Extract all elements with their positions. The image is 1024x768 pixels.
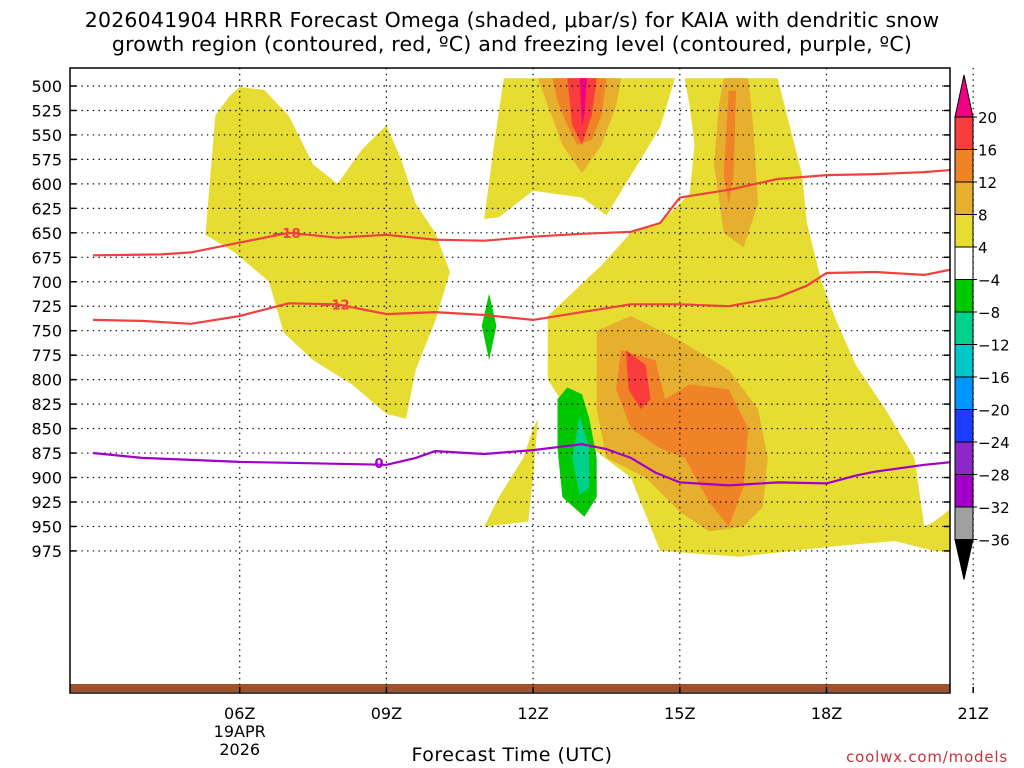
colorbar-label-12: −32 (978, 499, 1010, 517)
y-tick-label-950: 950 (31, 517, 62, 536)
colorbar-label-3: 8 (978, 207, 988, 225)
x-axis-title: Forecast Time (UTC) (411, 744, 613, 766)
x-tick-label-15Z: 15Z (664, 704, 695, 723)
colorbar-segment-4 (954, 246, 974, 280)
colorbar-segment-5 (954, 279, 974, 313)
colorbar-bottom-arrow (954, 539, 974, 580)
y-tick-label-825: 825 (31, 395, 62, 414)
colorbar-segment-6 (954, 311, 974, 345)
y-tick-label-675: 675 (31, 248, 62, 267)
grid-layer (70, 68, 974, 693)
y-tick-label-550: 550 (31, 126, 62, 145)
chart-title-line2: growth region (contoured, red, ºC) and f… (111, 32, 913, 56)
x-tick-label-21Z: 21Z (958, 704, 989, 723)
y-tick-label-500: 500 (31, 77, 62, 96)
y-tick-label-850: 850 (31, 420, 62, 439)
contour-dendritic-bottom-minus12 (92, 268, 950, 325)
x-tick-date: 19APR (214, 722, 266, 741)
ground-layer (70, 684, 950, 692)
contour-dendritic-top-minus18 (92, 168, 950, 257)
omega-neg4-small (481, 293, 497, 361)
y-axis: 500 525 550 575 600 625 650 675 700 725 750 775 800 8… (31, 77, 950, 561)
colorbar-top-arrow (954, 74, 974, 118)
colorbar-segment-1 (954, 149, 974, 183)
x-tick-label-09Z: 09Z (371, 704, 402, 723)
y-tick-label-750: 750 (31, 322, 62, 341)
y-tick-label-600: 600 (31, 175, 62, 194)
colorbar-segment-11 (954, 474, 974, 508)
y-tick-label-900: 900 (31, 469, 62, 488)
contour-layer (92, 168, 950, 487)
colorbar-segment-8 (954, 376, 974, 410)
omega-pos4-lower-small (484, 418, 538, 527)
colorbar-label-7: −12 (978, 337, 1010, 355)
colorbar-segment-9 (954, 409, 974, 443)
omega-pos20-core (579, 78, 587, 126)
x-tick-label-06Z: 06Z (224, 704, 255, 723)
colorbar-segment-7 (954, 344, 974, 378)
colorbar-label-4: 4 (978, 239, 988, 257)
colorbar-segment-12 (954, 506, 974, 540)
contour-label-dendritic-top-minus18: −18 (272, 227, 301, 242)
omega-pos4-left (205, 87, 450, 419)
colorbar-segment-2 (954, 181, 974, 215)
omega-pos12-column (723, 90, 736, 204)
omega-neg8-core (572, 415, 590, 496)
colorbar-segment-0 (954, 116, 974, 150)
chart-title: 2026041904 HRRR Forecast Omega (shaded, … (0, 8, 1024, 56)
y-tick-label-975: 975 (31, 542, 62, 561)
y-tick-label-700: 700 (31, 273, 62, 292)
omega-pos16-lower-right (626, 350, 651, 409)
y-tick-label-775: 775 (31, 346, 62, 365)
colorbar-label-13: −36 (978, 532, 1010, 550)
colorbar-label-5: −4 (978, 272, 1000, 290)
y-tick-label-625: 625 (31, 199, 62, 218)
omega-pos8-right-column (714, 78, 758, 248)
y-tick-label-575: 575 (31, 150, 62, 169)
colorbar-segment-10 (954, 441, 974, 475)
colorbar-label-2: 12 (978, 174, 997, 192)
plot-frame (69, 67, 951, 694)
colorbar-label-8: −16 (978, 369, 1010, 387)
colorbar-label-6: −8 (978, 304, 1000, 322)
y-tick-label-525: 525 (31, 101, 62, 120)
colorbar-label-0: 20 (978, 109, 997, 127)
source-credit: coolwx.com/models (846, 748, 1008, 766)
y-tick-label-925: 925 (31, 493, 62, 512)
omega-shading-layer (205, 78, 950, 557)
contour-freezing-level-0 (92, 443, 950, 487)
colorbar-segment-3 (954, 214, 974, 248)
colorbar: 20 16 12 8 4 −4 −8 −12 −16 −20 −24 −28 −32 −36 (954, 74, 1010, 580)
colorbar-label-10: −24 (978, 434, 1010, 452)
x-tick-label-18Z: 18Z (811, 704, 842, 723)
colorbar-label-11: −28 (978, 467, 1010, 485)
y-tick-label-650: 650 (31, 224, 62, 243)
contour-label-freezing-level-0: 0 (375, 457, 384, 472)
x-tick-label-12Z: 12Z (517, 704, 548, 723)
y-tick-label-875: 875 (31, 444, 62, 463)
colorbar-label-1: 16 (978, 142, 997, 160)
x-tick-year: 2026 (219, 740, 260, 759)
colorbar-label-9: −20 (978, 402, 1010, 420)
contour-label-layer: −18 −12 0 (272, 227, 384, 472)
y-tick-label-800: 800 (31, 371, 62, 390)
ground-strip (70, 684, 950, 692)
chart-title-line1: 2026041904 HRRR Forecast Omega (shaded, … (84, 8, 940, 32)
contour-label-dendritic-bottom-minus12: −12 (321, 298, 350, 313)
y-tick-label-725: 725 (31, 297, 62, 316)
